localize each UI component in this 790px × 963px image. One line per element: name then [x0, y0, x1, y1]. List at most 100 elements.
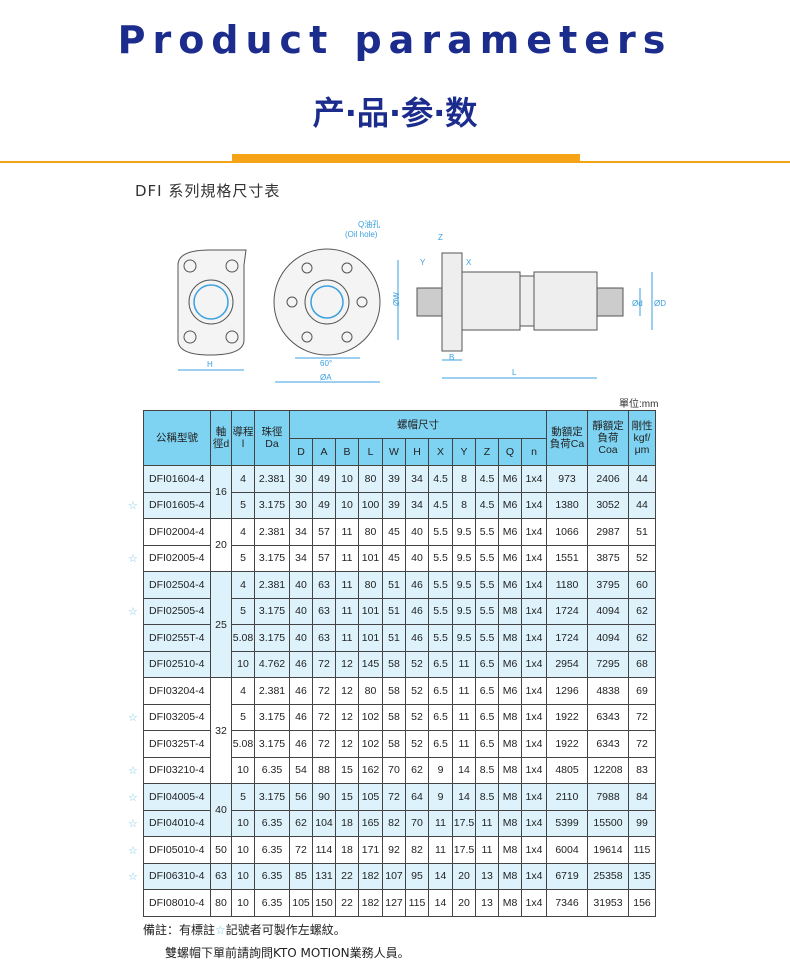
nut-side-view	[416, 252, 624, 352]
cell: 145	[358, 650, 383, 678]
cell: M6	[498, 571, 522, 599]
star-icon: ☆	[128, 606, 138, 619]
model-cell: DFI0255T-4	[143, 624, 211, 652]
cell: 31953	[587, 889, 629, 917]
cell: 5.08	[231, 624, 255, 652]
cell: 83	[628, 756, 656, 784]
cell: 1x4	[521, 756, 547, 784]
cell: 1x4	[521, 783, 547, 811]
cell: 3.175	[254, 730, 290, 758]
star-icon: ☆	[128, 712, 138, 725]
cell: 5.5	[475, 597, 499, 625]
cell: 90	[312, 783, 336, 811]
model-cell: ☆ DFI02505-4	[128, 597, 211, 625]
cell: 162	[358, 756, 383, 784]
cell: 11	[428, 836, 453, 864]
shaft-diameter: 16	[210, 465, 232, 519]
cell: 5.5	[475, 518, 499, 546]
cell: 2406	[587, 465, 629, 493]
cell: 182	[358, 862, 383, 890]
cell: 5.5	[475, 571, 499, 599]
cell: 6.5	[475, 650, 499, 678]
dim-d-large: ØD	[654, 299, 666, 308]
shaft-diameter: 50	[210, 836, 232, 864]
flange-side-view	[177, 249, 247, 356]
model-name: DFI05010-4	[149, 843, 205, 856]
cell: 13	[475, 889, 499, 917]
model-name: DFI06310-4	[149, 870, 205, 883]
cell: 62	[628, 597, 656, 625]
cell: 165	[358, 809, 383, 837]
cell: 5.5	[428, 571, 453, 599]
cell: 1724	[546, 597, 588, 625]
cell: 4.762	[254, 650, 290, 678]
divider-accent	[232, 154, 580, 162]
cell: 51	[382, 597, 406, 625]
cell: 52	[628, 544, 656, 572]
cell: 1380	[546, 491, 588, 519]
cell: 54	[289, 756, 313, 784]
cell: 30	[289, 465, 313, 493]
table-row: DFI02004-4 20 4 2.381 34 57 11 80 45 40 5.5 9.5 5.5 M…	[143, 518, 656, 572]
cell: 15	[335, 783, 359, 811]
shaft-diameter: 63	[210, 862, 232, 890]
model-name: DFI03205-4	[149, 711, 205, 724]
oil-hole-label-en: (Oil hole)	[345, 230, 378, 239]
cell: 51	[628, 518, 656, 546]
oil-hole-label: Q油孔	[358, 219, 380, 229]
cell: 101	[358, 597, 383, 625]
cell: 2.381	[254, 518, 290, 546]
cell: 11	[335, 624, 359, 652]
cell: 46	[405, 597, 429, 625]
cell: 30	[289, 491, 313, 519]
cell: 10	[231, 809, 255, 837]
cell: 49	[312, 491, 336, 519]
cell: 5	[231, 783, 255, 811]
cell: 11	[335, 571, 359, 599]
cell: 115	[405, 889, 429, 917]
note-text: 備註：有標註	[143, 923, 216, 937]
table-row: ☆ DFI04005-4 40 5 3.175 56 90 15 105 72 64 9 14 8.5 M8…	[128, 783, 656, 837]
cell: 101	[358, 544, 383, 572]
header-l: 導程l	[231, 410, 255, 466]
cell: 68	[628, 650, 656, 678]
cell: 10	[335, 491, 359, 519]
model-cell: DFI02510-4	[143, 650, 211, 678]
cell: 84	[628, 783, 656, 811]
cell: 40	[289, 624, 313, 652]
model-name: DFI0325T-4	[149, 737, 205, 750]
cell: 9.5	[452, 597, 476, 625]
cell: 105	[289, 889, 313, 917]
cell: 72	[628, 703, 656, 731]
cell: 11	[452, 703, 476, 731]
cell: 40	[289, 597, 313, 625]
table-row: ☆ DFI03210-4 10 6.35 54 88 15 162 70 62 9 14 8.5 M8 1x…	[128, 756, 656, 784]
model-cell: DFI02504-4	[143, 571, 211, 599]
cell: 45	[382, 544, 406, 572]
model-cell: DFI01604-4	[143, 465, 211, 493]
header-z: Z	[475, 438, 499, 466]
cell: 51	[382, 624, 406, 652]
cell: 52	[405, 730, 429, 758]
cell: 150	[312, 889, 336, 917]
cell: 20	[452, 889, 476, 917]
cell: 25358	[587, 862, 629, 890]
cell: 5.5	[475, 624, 499, 652]
cell: 102	[358, 703, 383, 731]
cell: 9	[428, 783, 453, 811]
note-line-2: 雙螺帽下單前請詢問KTO MOTION業務人員。	[165, 946, 410, 960]
cell: 107	[382, 862, 406, 890]
cell: M8	[498, 783, 522, 811]
cell: 7346	[546, 889, 588, 917]
cell: 5.5	[428, 624, 453, 652]
note-line-1: 備註：有標註☆記號者可製作左螺紋。	[143, 921, 346, 938]
cell: 10	[231, 862, 255, 890]
model-name: DFI02004-4	[149, 525, 205, 538]
cell: 10	[231, 889, 255, 917]
header-n: n	[521, 438, 547, 466]
cell: M8	[498, 889, 522, 917]
cell: 5	[231, 491, 255, 519]
model-name: DFI02510-4	[149, 658, 205, 671]
star-icon: ☆	[128, 765, 138, 778]
